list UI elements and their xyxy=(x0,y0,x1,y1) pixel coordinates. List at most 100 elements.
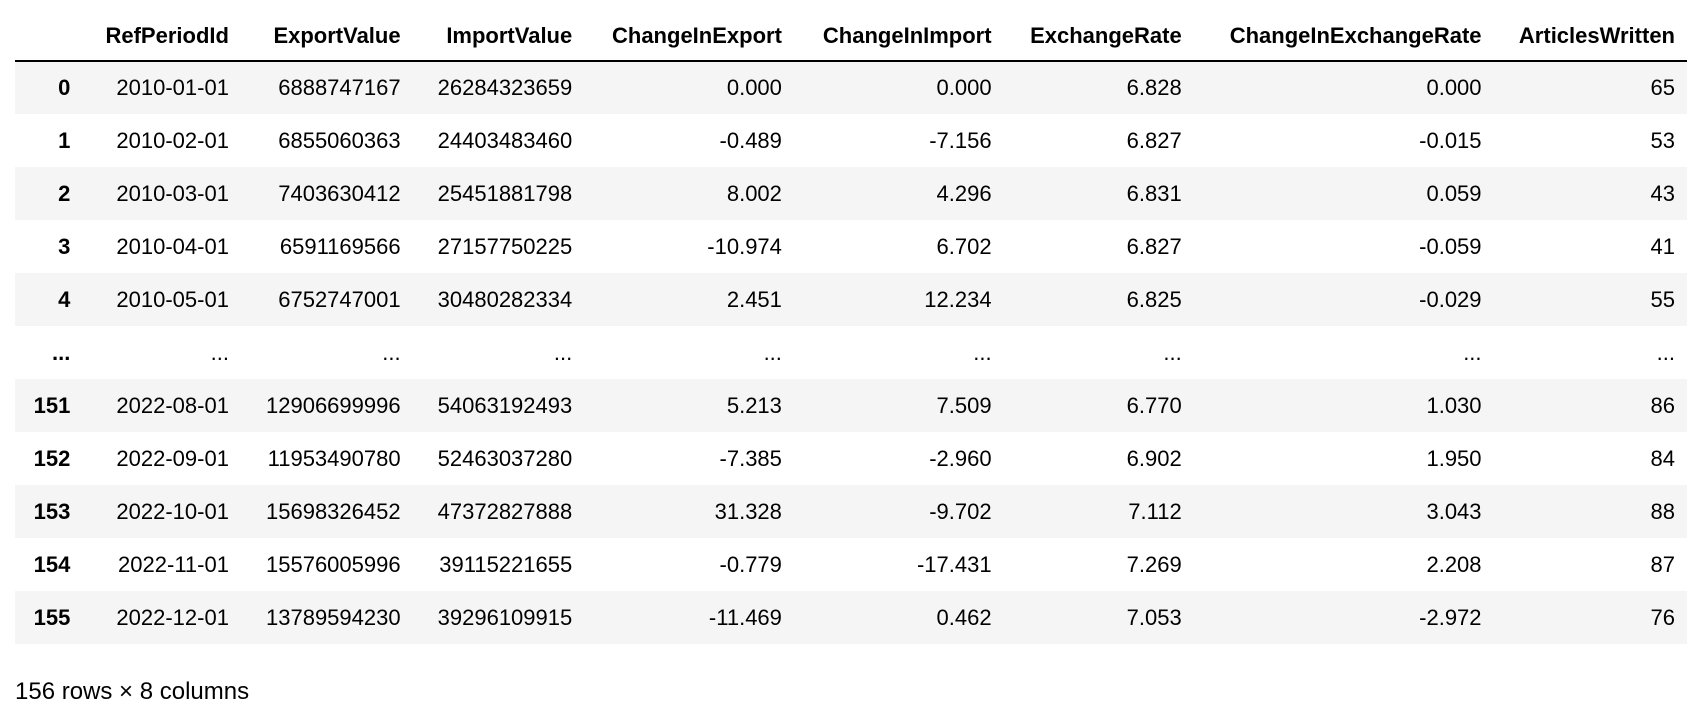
table-cell: 12.234 xyxy=(924,286,992,312)
table-cell: 2022-10-01 xyxy=(116,498,229,524)
table-cell: 76 xyxy=(1650,604,1675,630)
row-index: 155 xyxy=(33,604,71,630)
column-header-changeinimport: ChangeInImport xyxy=(793,12,1004,62)
table-cell: 6.831 xyxy=(1126,180,1182,206)
table-cell: 31.328 xyxy=(714,498,782,524)
table-cell: -7.156 xyxy=(929,127,992,153)
table-cell: 6.825 xyxy=(1126,286,1182,312)
table-cell: 2022-08-01 xyxy=(116,392,229,418)
table-cell: -9.702 xyxy=(929,498,992,524)
table-cell: 6.770 xyxy=(1126,392,1182,418)
table-row: 154 2022-11-01 15576005996 39115221655 -0.77… xyxy=(15,538,1687,591)
table-cell: 2010-01-01 xyxy=(116,75,229,100)
column-header-exchangerate: ExchangeRate xyxy=(1003,12,1194,62)
table-cell: 2022-12-01 xyxy=(116,604,229,630)
table-cell: 30480282334 xyxy=(437,286,573,312)
table-cell: ... xyxy=(1163,339,1182,365)
table-cell: -7.385 xyxy=(719,445,782,471)
table-cell: 1.030 xyxy=(1426,392,1482,418)
table-cell: -0.015 xyxy=(1419,127,1482,153)
table-row: 155 2022-12-01 13789594230 39296109915 -11.4… xyxy=(15,591,1687,644)
column-header-refperiodid: RefPeriodId xyxy=(82,12,241,62)
table-cell: 47372827888 xyxy=(437,498,573,524)
table-cell: 39115221655 xyxy=(439,551,573,577)
table-cell: 65 xyxy=(1650,75,1675,100)
table-cell: 8.002 xyxy=(726,180,782,206)
table-cell: ... xyxy=(973,339,992,365)
table-cell: ... xyxy=(1463,339,1482,365)
table-cell: -2.960 xyxy=(929,445,992,471)
table-row: 4 2010-05-01 6752747001 30480282334 2.451 12.… xyxy=(15,273,1687,326)
row-index: 1 xyxy=(58,127,71,153)
table-cell: -10.974 xyxy=(707,233,782,259)
table-row: 2 2010-03-01 7403630412 25451881798 8.002 4.2… xyxy=(15,167,1687,220)
row-index: 152 xyxy=(33,445,71,471)
row-index: 3 xyxy=(58,233,71,259)
table-row: 0 2010-01-01 6888747167 26284323659 0.000 0.0… xyxy=(15,61,1687,114)
header-row: RefPeriodId ExportValue ImportValue Chan… xyxy=(15,12,1687,62)
table-body: 0 2010-01-01 6888747167 26284323659 0.000 0.0… xyxy=(15,61,1687,644)
table-cell: 4.296 xyxy=(936,180,992,206)
column-header-articleswritten: ArticlesWritten xyxy=(1493,12,1687,62)
table-cell: 6752747001 xyxy=(278,286,401,312)
shape-caption: 156 rows × 8 columns xyxy=(15,678,250,705)
table-cell: 25451881798 xyxy=(437,180,573,206)
column-header-changeinexport: ChangeInExport xyxy=(584,12,794,62)
table-cell: 15576005996 xyxy=(266,551,401,577)
table-cell: 0.000 xyxy=(936,75,992,100)
table-cell: 2.208 xyxy=(1426,551,1482,577)
table-cell: 41 xyxy=(1650,233,1675,259)
table-cell: 53 xyxy=(1650,127,1675,153)
column-header-changeinexchangerate: ChangeInExchangeRate xyxy=(1193,12,1494,62)
table-cell: -0.059 xyxy=(1419,233,1482,259)
row-index: 151 xyxy=(33,392,71,418)
table-cell: 7.269 xyxy=(1126,551,1182,577)
table-cell: 2.451 xyxy=(726,286,782,312)
table-cell: 6.828 xyxy=(1126,75,1182,100)
table-cell: ... xyxy=(553,339,573,365)
table-cell: 1.950 xyxy=(1426,445,1482,471)
table-row: 153 2022-10-01 15698326452 47372827888 31.32… xyxy=(15,485,1687,538)
table-cell: 2010-05-01 xyxy=(116,286,229,312)
table-cell: 55 xyxy=(1650,286,1675,312)
table-cell: ... xyxy=(763,339,782,365)
table-cell: 0.000 xyxy=(726,75,782,100)
table-cell: 84 xyxy=(1650,445,1675,471)
table-cell: 27157750225 xyxy=(437,233,573,259)
table-cell: 7.112 xyxy=(1128,498,1182,524)
row-index: 4 xyxy=(58,286,71,312)
table-cell: -2.972 xyxy=(1419,604,1482,630)
table-cell: 0.000 xyxy=(1426,75,1482,100)
table-cell: 7403630412 xyxy=(278,180,401,206)
table-cell: 6.827 xyxy=(1126,127,1182,153)
table-cell: 15698326452 xyxy=(266,498,401,524)
table-row: 152 2022-09-01 11953490780 52463037280 -7.38… xyxy=(15,432,1687,485)
table-cell: 6855060363 xyxy=(278,127,401,153)
table-cell: 43 xyxy=(1650,180,1675,206)
table-cell: -17.431 xyxy=(916,551,992,577)
table-cell: 52463037280 xyxy=(437,445,573,471)
row-index: 153 xyxy=(33,498,71,524)
table-cell: 2010-04-01 xyxy=(116,233,229,259)
table-cell: -0.489 xyxy=(719,127,782,153)
row-index: 2 xyxy=(58,180,71,206)
table-cell: 0.059 xyxy=(1426,180,1482,206)
dataframe-output: RefPeriodId ExportValue ImportValue Chan… xyxy=(15,12,1687,644)
table-cell: 0.462 xyxy=(936,604,992,630)
table-cell: 2022-09-01 xyxy=(116,445,229,471)
table-cell: 11953490780 xyxy=(267,445,401,471)
table-cell: 13789594230 xyxy=(266,604,401,630)
table-cell: 7.053 xyxy=(1126,604,1182,630)
column-header-importvalue: ImportValue xyxy=(412,12,585,62)
dataframe-table: RefPeriodId ExportValue ImportValue Chan… xyxy=(15,12,1687,644)
table-cell: 2010-02-01 xyxy=(116,127,229,153)
table-cell: 12906699996 xyxy=(266,392,401,418)
table-row: 3 2010-04-01 6591169566 27157750225 -10.974 6… xyxy=(15,220,1687,273)
table-cell: 26284323659 xyxy=(437,75,573,100)
table-cell: 5.213 xyxy=(726,392,782,418)
table-cell: 54063192493 xyxy=(437,392,573,418)
table-cell: 88 xyxy=(1650,498,1675,524)
table-cell: 2010-03-01 xyxy=(116,180,229,206)
column-header-exportvalue: ExportValue xyxy=(240,12,413,62)
table-cell: 7.509 xyxy=(936,392,992,418)
